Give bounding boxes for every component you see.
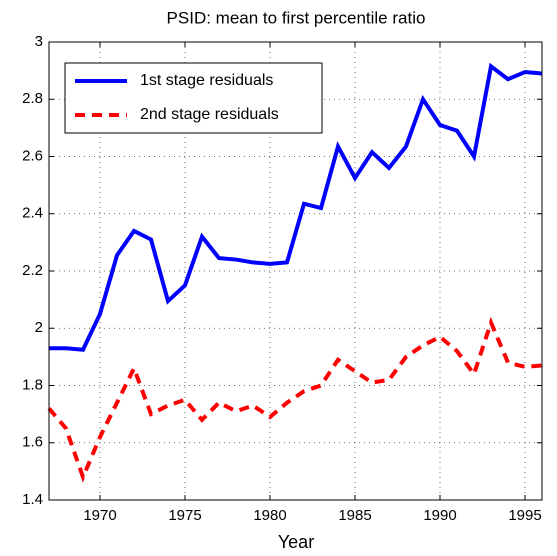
plot-frame [48, 41, 543, 501]
y-tick-label: 2.8 [22, 90, 43, 107]
y-tick-label: 1.6 [22, 434, 43, 451]
data-line [49, 62, 543, 352]
chart-title: PSID: mean to first percentile ratio [167, 8, 426, 27]
x-tick-label: 1995 [508, 507, 541, 524]
legend-label: 1st stage residuals [140, 72, 273, 89]
x-tick-label: 1980 [253, 507, 286, 524]
data-line [47, 316, 543, 483]
legend-label: 2nd stage residuals [140, 106, 279, 123]
x-tick-label: 1975 [168, 507, 201, 524]
y-tick-label: 2 [35, 319, 43, 336]
y-tick-label: 1.4 [22, 491, 43, 508]
x-tick-label: 1990 [423, 507, 456, 524]
x-tick-label: 1985 [338, 507, 371, 524]
y-tick-label: 2.4 [22, 205, 43, 222]
y-tick-label: 2.2 [22, 262, 43, 279]
x-tick-label: 1970 [83, 507, 116, 524]
y-tick-label: 3 [35, 33, 43, 50]
legend-box [64, 62, 323, 134]
y-tick-label: 2.6 [22, 147, 43, 164]
x-axis-label: Year [278, 532, 314, 552]
y-tick-label: 1.8 [22, 376, 43, 393]
